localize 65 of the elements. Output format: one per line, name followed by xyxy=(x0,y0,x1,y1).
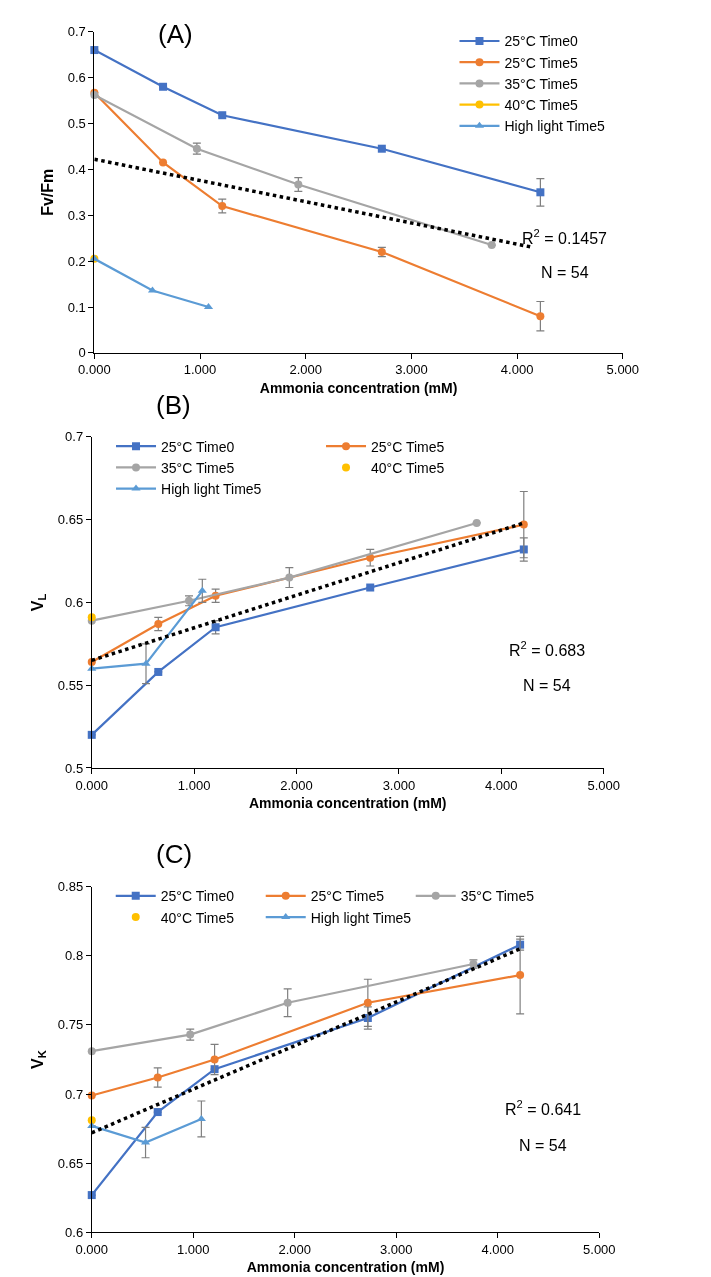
x-tick-label: 3.000 xyxy=(380,1242,413,1258)
y-tick-label: 0.75 xyxy=(57,1017,84,1033)
annotation: N = 54 xyxy=(523,677,571,694)
legend-label: 40°C Time5 xyxy=(160,909,235,926)
y-tick-label: 0 xyxy=(78,345,86,361)
legend-label: 35°C Time5 xyxy=(161,459,235,476)
legend-label: 25°C Time0 xyxy=(160,888,235,905)
annotation: R$^{2}$ = 0.1457 xyxy=(522,227,608,247)
legend-label: High light Time5 xyxy=(504,118,606,135)
x-tick-label: 2.000 xyxy=(289,362,323,378)
x-axis-title: Ammonia concentration (mM) xyxy=(259,379,458,396)
annotation: N = 54 xyxy=(519,1137,567,1154)
x-tick-label: 0.000 xyxy=(75,777,109,793)
y-tick-label: 0.6 xyxy=(65,1224,84,1240)
y-tick-label: 0.7 xyxy=(67,24,86,40)
x-tick-label: 2.000 xyxy=(278,1242,312,1258)
annotation: R$^{2}$ = 0.683 xyxy=(509,639,586,659)
y-axis-title: Fv/Fm xyxy=(38,168,56,216)
x-tick-label: 1.000 xyxy=(183,362,217,378)
x-tick-label: 4.000 xyxy=(485,777,518,793)
x-tick-label: 5.000 xyxy=(606,362,640,378)
y-tick-label: 0.3 xyxy=(67,207,86,223)
legend-label: 25°C Time5 xyxy=(310,888,385,905)
y-tick-label: 0.85 xyxy=(57,879,84,895)
x-tick-label: 5.000 xyxy=(587,777,620,793)
x-tick-label: 1.000 xyxy=(177,777,211,793)
chart-title: (C) xyxy=(156,839,193,869)
x-tick-label: 4.000 xyxy=(481,1242,515,1258)
legend-label: 40°C Time5 xyxy=(504,97,578,114)
x-tick-label: 0.000 xyxy=(78,362,111,378)
x-axis-title: Ammonia concentration (mM) xyxy=(246,1259,445,1276)
y-tick-label: 0.2 xyxy=(67,253,86,269)
y-tick-label: 0.5 xyxy=(67,116,86,132)
y-tick-label: 0.5 xyxy=(65,760,84,776)
y-tick-label: 0.1 xyxy=(67,299,86,315)
x-tick-label: 3.000 xyxy=(395,362,428,378)
x-tick-label: 5.000 xyxy=(583,1242,616,1258)
legend-label: 25°C Time5 xyxy=(371,438,445,455)
chart-title: (B) xyxy=(156,390,191,420)
legend-label: High light Time5 xyxy=(161,481,262,498)
y-tick-label: 0.7 xyxy=(65,429,84,445)
x-tick-label: 3.000 xyxy=(382,777,416,793)
y-tick-label: 0.6 xyxy=(65,594,84,610)
y-tick-label: 0.4 xyxy=(67,161,86,177)
chart-title: (A) xyxy=(158,19,193,49)
legend-label: 25°C Time5 xyxy=(504,54,578,71)
y-tick-label: 0.65 xyxy=(57,1155,84,1171)
y-tick-label: 0.8 xyxy=(65,948,84,964)
legend-label: High light Time5 xyxy=(310,909,412,926)
legend-label: 40°C Time5 xyxy=(371,459,445,476)
x-tick-label: 4.000 xyxy=(500,362,534,378)
x-tick-label: 1.000 xyxy=(176,1242,210,1258)
legend-label: 35°C Time5 xyxy=(460,888,535,905)
annotation: N = 54 xyxy=(541,264,589,281)
y-tick-label: 0.7 xyxy=(65,1086,84,1102)
legend-label: 25°C Time0 xyxy=(161,438,235,455)
x-tick-label: 2.000 xyxy=(280,777,313,793)
legend-label: 25°C Time0 xyxy=(504,33,578,50)
x-axis-title: Ammonia concentration (mM) xyxy=(248,794,447,811)
legend-label: 35°C Time5 xyxy=(504,75,578,92)
annotation: R$^{2}$ = 0.641 xyxy=(505,1098,582,1118)
y-tick-label: 0.65 xyxy=(57,512,84,528)
y-tick-label: 0.6 xyxy=(67,70,86,86)
x-tick-label: 0.000 xyxy=(75,1242,109,1258)
y-tick-label: 0.55 xyxy=(57,677,84,693)
